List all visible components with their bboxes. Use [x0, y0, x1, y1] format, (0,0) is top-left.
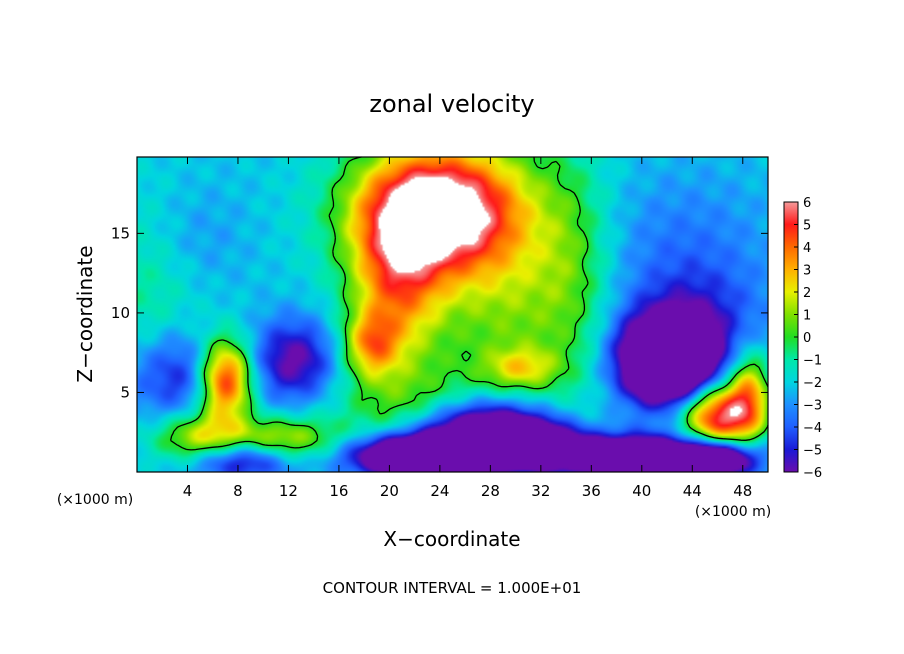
- colorbar-tick-label: −6: [803, 466, 822, 481]
- x-tick-label: 36: [582, 482, 601, 500]
- contour-lines: [169, 156, 769, 451]
- x-tick-label: 28: [481, 482, 500, 500]
- colorbar-tick-label: −3: [803, 399, 822, 414]
- chart-title: zonal velocity: [369, 90, 534, 118]
- plot-frame: [136, 156, 769, 473]
- colorbar-tick-label: −2: [803, 376, 822, 391]
- x-unit-right: (×1000 m): [695, 504, 771, 520]
- heatmap-field: [137, 157, 768, 472]
- x-tick-label: 40: [632, 482, 651, 500]
- x-axis: 4 8 12 16 20 24 28 32 36 40 44 48: [183, 157, 752, 500]
- colorbar-tick-label: −1: [803, 354, 822, 369]
- y-tick-label: 5: [120, 383, 130, 401]
- x-tick-label: 24: [430, 482, 449, 500]
- zero-contour: [169, 156, 769, 451]
- y-axis: 5 10 15: [111, 224, 768, 401]
- contour-interval-footer: CONTOUR INTERVAL = 1.000E+01: [323, 579, 582, 597]
- colorbar: 6 5 4 3 2 1 0 −1 −2 −3 −4 −5 −6: [783, 196, 822, 481]
- x-tick-label: 4: [183, 482, 193, 500]
- colorbar-tick-label: 4: [803, 241, 811, 256]
- y-tick-label: 10: [111, 304, 130, 322]
- x-axis-label: X−coordinate: [383, 527, 520, 551]
- x-unit-left: (×1000 m): [57, 492, 133, 508]
- colorbar-tick-label: 6: [803, 196, 811, 211]
- x-tick-label: 8: [233, 482, 243, 500]
- x-tick-label: 48: [733, 482, 752, 500]
- colorbar-tick-label: −5: [803, 444, 822, 459]
- x-tick-label: 16: [329, 482, 348, 500]
- y-tick-label: 15: [111, 224, 130, 242]
- colorbar-tick-label: 0: [803, 331, 811, 346]
- x-tick-label: 20: [380, 482, 399, 500]
- colorbar-tick-label: 3: [803, 264, 811, 279]
- colorbar-tick-label: −4: [803, 421, 822, 436]
- x-tick-label: 32: [531, 482, 550, 500]
- x-tick-label: 12: [279, 482, 298, 500]
- colorbar-tick-label: 2: [803, 286, 811, 301]
- y-axis-label: Z−coordinate: [73, 245, 97, 382]
- colorbar-tick-label: 1: [803, 309, 811, 324]
- x-tick-label: 44: [683, 482, 702, 500]
- colorbar-tick-label: 5: [803, 219, 811, 234]
